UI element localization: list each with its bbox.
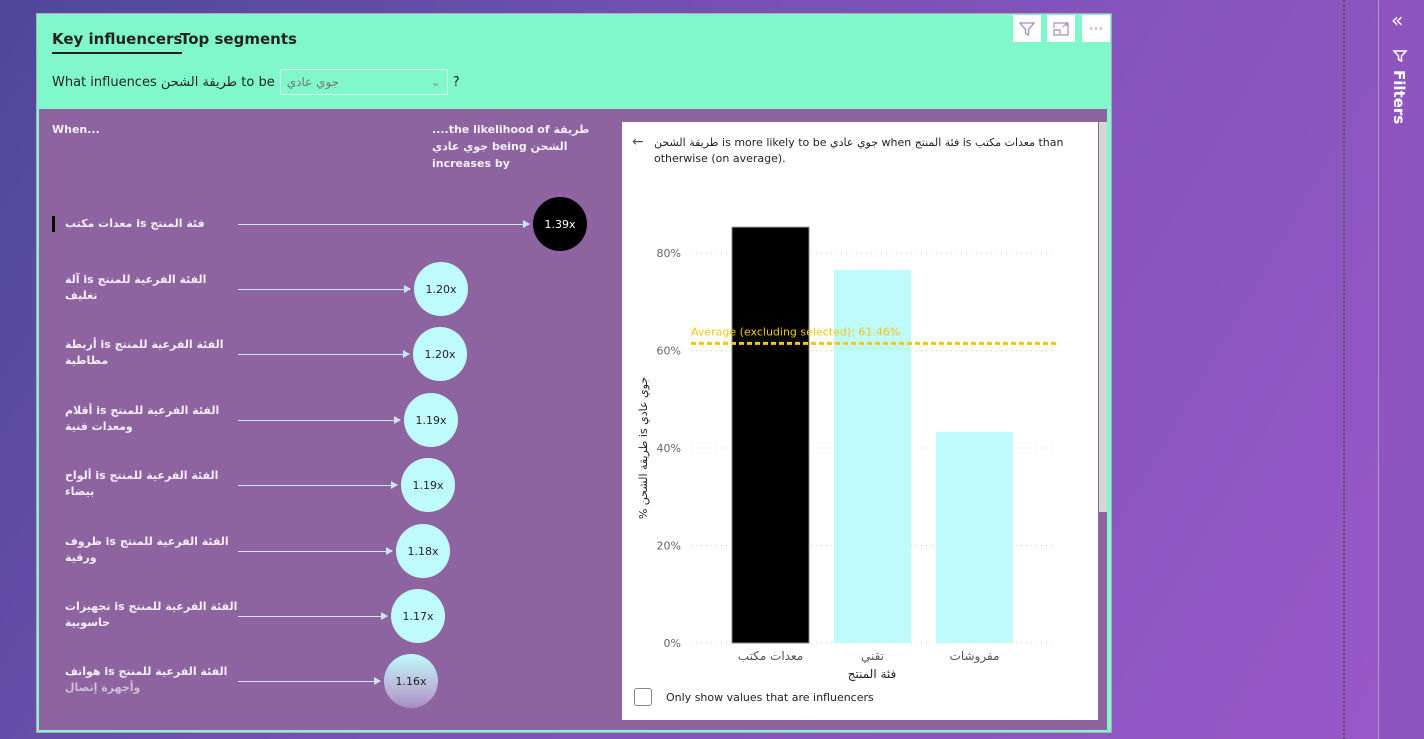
label-line: وأجهزة إتصال <box>65 681 141 694</box>
likelihood-line: جوي عادي being الشحن <box>432 140 568 153</box>
influencer-row[interactable]: ظروف is الفئة الفرعية للمنتج ورقية 1.18x <box>39 524 599 578</box>
arrow-connector <box>238 547 393 555</box>
chevron-down-icon: ⌄ <box>430 75 441 89</box>
influence-bubble[interactable]: 1.17x <box>391 589 445 643</box>
influence-bubble[interactable]: 1.19x <box>401 458 455 512</box>
likelihood-line: ....the likelihood of طريقة <box>432 123 590 136</box>
arrow-connector <box>238 677 381 685</box>
influencer-row[interactable]: تجهيزات is الفئة الفرعية للمنتج حاسوبية 1.… <box>39 589 599 643</box>
checkbox-label: Only show values that are influencers <box>666 690 874 704</box>
label-line: أربطة is الفئة الفرعية للمنتج <box>65 338 224 351</box>
influencer-row[interactable]: ألواح is الفئة الفرعية للمنتج بيضاء 1.19x <box>39 458 599 512</box>
bar <box>936 431 1013 643</box>
focus-mode-icon[interactable] <box>1047 15 1075 42</box>
influencer-row[interactable]: معدات مكتب is فئة المنتج 1.39x <box>39 197 599 251</box>
selection-indicator <box>52 216 55 232</box>
influence-bubble[interactable]: 1.20x <box>413 327 467 381</box>
question-bar: What influences طريقة الشحن to be جوي عا… <box>52 69 460 95</box>
y-tick-label: 80% <box>657 247 681 260</box>
likelihood-line: increases by <box>432 157 510 170</box>
filter-icon <box>1392 48 1408 68</box>
x-tick-label: مفروشات <box>950 649 1000 664</box>
scrollbar[interactable] <box>1099 122 1107 512</box>
influencer-label: أقلام is الفئة الفرعية للمنتج ومعدات فنية <box>65 403 219 435</box>
bar <box>834 270 911 643</box>
tab-top-segments[interactable]: Top segments <box>180 30 297 48</box>
filter-icon[interactable] <box>1013 15 1041 42</box>
influencer-row[interactable]: أقلام is الفئة الفرعية للمنتج ومعدات فنية… <box>39 393 599 447</box>
label-line: ورقية <box>65 551 97 564</box>
influencer-label: هواتف is الفئة الفرعية للمنتج وأجهزة إتصا… <box>65 664 227 696</box>
x-tick-label: معدات مكتب <box>738 649 803 663</box>
influencer-detail-card: ← طريقة الشحن is more likely to be جوي ع… <box>622 122 1098 720</box>
influencer-label: ألواح is الفئة الفرعية للمنتج بيضاء <box>65 468 218 500</box>
arrow-connector <box>238 350 410 358</box>
question-prefix: What influences طريقة الشحن to be <box>52 74 275 90</box>
filters-label: Filters <box>1390 70 1408 125</box>
influence-bubble[interactable]: 1.39x <box>533 197 587 251</box>
influencers-only-toggle[interactable]: Only show values that are influencers <box>634 688 874 706</box>
y-tick-label: 0% <box>664 637 681 650</box>
y-tick-label: 60% <box>657 345 681 358</box>
label-line: تجهيزات is الفئة الفرعية للمنتج <box>65 600 238 613</box>
label-line: مطاطية <box>65 354 109 367</box>
detail-bar-chart: 0% 20% 40% 60% 80% معدات مكتب تقني مفروشات Avera… <box>637 226 1056 681</box>
label-line: أقلام is الفئة الفرعية للمنتج <box>65 404 220 417</box>
influence-bubble[interactable]: 1.18x <box>396 524 450 578</box>
key-influencers-visual[interactable]: Key influencers Top segments What influe… <box>36 13 1112 733</box>
influence-bubble[interactable]: 1.19x <box>404 393 458 447</box>
arrow-connector <box>238 612 388 620</box>
arrow-connector <box>238 416 401 424</box>
checkbox[interactable] <box>634 688 652 706</box>
label-line: حاسوبية <box>65 616 111 629</box>
x-axis-title: فئة المنتج <box>848 667 897 681</box>
influencer-row[interactable]: أربطة is الفئة الفرعية للمنتج مطاطية 1.20x <box>39 327 599 381</box>
influence-bubble[interactable]: 1.20x <box>414 262 468 316</box>
influencers-panel: When... ....the likelihood of طريقة جوي … <box>39 109 1107 730</box>
label-line: هواتف is الفئة الفرعية للمنتج <box>65 665 228 678</box>
label-line: ألواح is الفئة الفرعية للمنتج <box>65 469 219 482</box>
more-options-icon[interactable]: ··· <box>1082 15 1110 42</box>
tab-key-influencers[interactable]: Key influencers <box>52 30 183 54</box>
likelihood-header: ....the likelihood of طريقة جوي عادي bei… <box>432 121 589 172</box>
label-line: تغليف <box>65 289 98 302</box>
label-line: معدات مكتب is فئة المنتج <box>65 217 205 230</box>
influencer-row[interactable]: آلة is الفئة الفرعية للمنتج تغليف 1.20x <box>39 262 599 316</box>
question-suffix: ? <box>452 74 460 90</box>
influencer-row[interactable]: هواتف is الفئة الفرعية للمنتج وأجهزة إتصا… <box>39 654 599 708</box>
y-axis-title: % طريقة الشحن is جوي عادي <box>637 377 650 519</box>
filters-pane[interactable]: « Filters <box>1378 0 1424 739</box>
x-tick-label: تقني <box>861 649 884 663</box>
when-header: When... <box>52 123 100 136</box>
influencer-label: ظروف is الفئة الفرعية للمنتج ورقية <box>65 534 229 566</box>
label-line: بيضاء <box>65 485 95 498</box>
y-tick-label: 20% <box>657 540 681 553</box>
arrow-connector <box>238 285 411 293</box>
label-line: ظروف is الفئة الفرعية للمنتج <box>65 535 229 548</box>
influencer-label: آلة is الفئة الفرعية للمنتج تغليف <box>65 272 206 304</box>
label-line: ومعدات فنية <box>65 420 133 433</box>
influencer-label: معدات مكتب is فئة المنتج <box>65 216 205 232</box>
detail-description: طريقة الشحن is more likely to be جوي عاد… <box>654 136 1064 165</box>
target-value-dropdown[interactable]: جوي عادي ⌄ <box>279 69 448 95</box>
influence-bubble[interactable]: 1.16x <box>384 654 438 708</box>
collapse-chevrons-icon[interactable]: « <box>1391 8 1404 32</box>
arrow-connector <box>238 481 398 489</box>
influencer-label: أربطة is الفئة الفرعية للمنتج مطاطية <box>65 337 224 369</box>
dropdown-value: جوي عادي <box>286 75 340 89</box>
label-line: آلة is الفئة الفرعية للمنتج <box>65 273 207 286</box>
y-tick-label: 40% <box>657 442 681 455</box>
arrow-connector <box>238 220 530 228</box>
average-label: Average (excluding selected): 61.46% <box>691 325 900 338</box>
bar <box>731 226 810 644</box>
influencer-label: تجهيزات is الفئة الفرعية للمنتج حاسوبية <box>65 599 237 631</box>
canvas-boundary <box>1343 0 1345 739</box>
back-arrow-icon[interactable]: ← <box>632 134 644 150</box>
